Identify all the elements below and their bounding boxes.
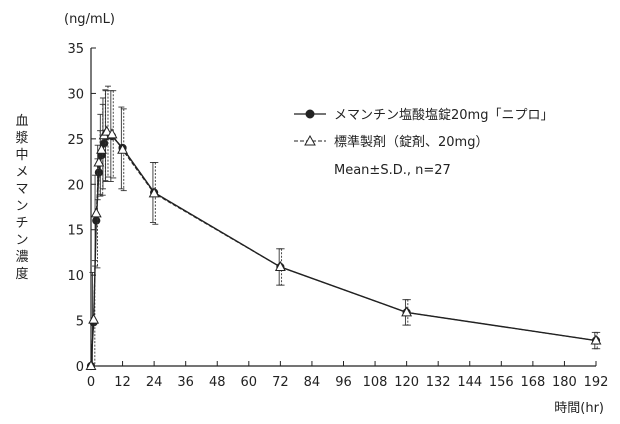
- data-point-series-2: [90, 207, 102, 218]
- y-axis-label-char: マ: [15, 182, 28, 197]
- error-bar: [104, 85, 111, 178]
- data-point-series-2: [101, 125, 113, 136]
- y-tick-label: 20: [67, 178, 84, 193]
- legend: メマンチン塩酸塩錠20mg「ニプロ」 標準製剤（錠剤、20mg） Mean±S.…: [294, 108, 553, 178]
- x-tick-label: 0: [87, 375, 95, 390]
- legend-note: Mean±S.D., n=27: [334, 163, 451, 178]
- y-axis-label-char: ン: [15, 199, 28, 214]
- x-tick-label: 132: [426, 375, 451, 390]
- y-axis-label-char: 漿: [15, 131, 28, 146]
- data-point-series-2: [148, 187, 160, 198]
- data-point-series-2: [117, 143, 129, 154]
- x-tick-label: 60: [241, 375, 258, 390]
- x-tick-label: 120: [394, 375, 419, 390]
- x-tick-label: 12: [114, 375, 131, 390]
- legend-marker-series-2: [304, 134, 316, 146]
- y-tick-label: 30: [67, 87, 84, 102]
- y-axis-label-char: ン: [15, 233, 28, 248]
- data-point-series-2: [590, 334, 602, 345]
- data-point-series-2: [96, 143, 107, 154]
- y-axis-label-char: 濃: [15, 250, 28, 265]
- x-tick-label: 96: [335, 375, 352, 390]
- data-point-series-2: [93, 156, 105, 167]
- data-point-series-2: [106, 128, 118, 139]
- x-tick-label: 108: [363, 375, 388, 390]
- y-tick-label: 35: [67, 42, 84, 57]
- legend-marker-series-1: [305, 109, 315, 119]
- legend-label-series-1: メマンチン塩酸塩錠20mg「ニプロ」: [334, 108, 553, 123]
- y-axis-label-char: チ: [15, 216, 28, 231]
- x-tick-label: 144: [457, 375, 482, 390]
- x-tick-label: 72: [272, 375, 289, 390]
- error-bar: [404, 299, 411, 326]
- error-bar: [102, 89, 109, 182]
- x-tick-label: 48: [209, 375, 226, 390]
- series-layer: [85, 85, 602, 371]
- y-unit-label: (ng/mL): [64, 12, 115, 27]
- y-tick-label: 5: [76, 315, 84, 330]
- y-tick-label: 25: [67, 133, 84, 148]
- x-axis-label: 時間(hr): [554, 401, 604, 416]
- axes-layer: 0 5 10 15 20 25 30 35 0 12 24 36 48 60 72 84 96 108 120 132…: [67, 42, 608, 390]
- error-bar: [152, 162, 159, 225]
- x-tick-label: 36: [177, 375, 194, 390]
- y-axis-label-char: 中: [15, 148, 28, 163]
- y-tick-label: 0: [76, 360, 84, 375]
- y-axis-label-char: 度: [15, 266, 28, 282]
- x-tick-label: 192: [584, 375, 609, 390]
- data-point-series-2: [401, 306, 413, 317]
- legend-label-series-2: 標準製剤（錠剤、20mg）: [334, 134, 488, 150]
- error-bar: [99, 103, 106, 196]
- data-point-series-2: [85, 359, 97, 370]
- y-tick-label: 10: [67, 269, 84, 284]
- x-tick-label: 180: [552, 375, 577, 390]
- x-tick-label: 156: [489, 375, 514, 390]
- data-point-series-2: [88, 313, 100, 324]
- y-axis-label-char: 血: [15, 114, 28, 129]
- y-tick-label: 15: [67, 224, 84, 239]
- data-point-series-2: [274, 260, 286, 271]
- x-tick-label: 84: [304, 375, 321, 390]
- x-tick-label: 24: [146, 375, 163, 390]
- error-bar: [120, 108, 127, 192]
- x-tick-label: 168: [520, 375, 545, 390]
- y-axis-label-char: メ: [15, 165, 28, 180]
